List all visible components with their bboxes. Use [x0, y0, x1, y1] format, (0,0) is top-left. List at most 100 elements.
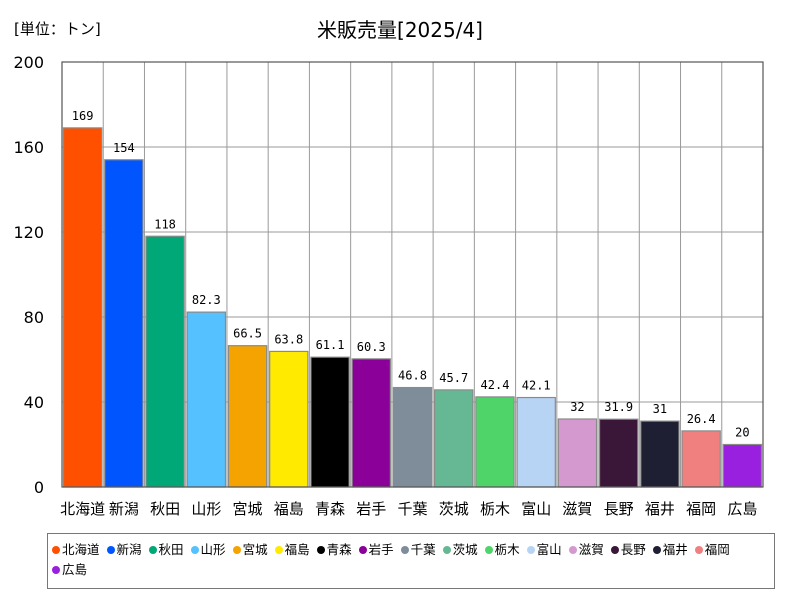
y-tick-label: 160: [13, 138, 44, 157]
legend-label: 北海道: [62, 542, 100, 557]
legend-label: 長野: [620, 542, 646, 557]
bar-value-label: 61.1: [316, 338, 345, 352]
legend-swatch: [274, 546, 283, 554]
legend-item: 青森: [316, 540, 352, 560]
legend-swatch: [316, 546, 325, 554]
x-tick-label: 広島: [727, 500, 757, 518]
bar-10: [475, 396, 515, 488]
bar-0: [62, 127, 103, 488]
bar-14: [640, 420, 680, 488]
legend: 北海道 新潟 秋田 山形 宮城 福島 青森 岩手 千葉 茨城 栃木 富山 滋賀 長野 福井 福岡広島: [47, 533, 775, 589]
legend-label: 富山: [536, 542, 562, 557]
legend-item: 茨城: [442, 540, 478, 560]
legend-swatch: [358, 546, 367, 554]
x-tick-label: 福井: [645, 500, 675, 518]
x-tick-label: 岩手: [356, 500, 386, 518]
x-tick-label: 茨城: [439, 500, 469, 518]
legend-label: 広島: [62, 562, 88, 577]
x-tick-label: 富山: [521, 500, 551, 518]
legend-label: 新潟: [116, 542, 142, 557]
x-tick-label: 滋賀: [562, 500, 592, 518]
bar-16: [722, 443, 763, 488]
bar-5: [269, 350, 309, 488]
legend-swatch: [148, 546, 157, 554]
x-tick-label: 福岡: [686, 500, 716, 518]
bar-value-label: 63.8: [274, 332, 303, 346]
unit-label: [単位：トン]: [14, 20, 101, 38]
legend-item: 富山: [526, 540, 562, 560]
x-tick-label: 新潟: [109, 500, 139, 518]
legend-item: 長野: [610, 540, 646, 560]
bar-value-label: 42.1: [522, 379, 551, 393]
legend-swatch: [442, 546, 451, 554]
legend-swatch: [652, 546, 661, 554]
x-tick-label: 長野: [604, 500, 634, 518]
y-tick-label: 120: [13, 223, 44, 242]
legend-item: 千葉: [400, 540, 436, 560]
bar-8: [392, 386, 433, 488]
bar-value-label: 32: [570, 400, 584, 414]
bar-value-label: 46.8: [398, 369, 427, 383]
legend-swatch: [610, 546, 619, 554]
legend-label: 千葉: [410, 542, 436, 557]
chart-title: 米販売量[2025/4]: [317, 18, 483, 42]
legend-swatch: [52, 566, 60, 574]
legend-label: 岩手: [368, 542, 394, 557]
bar-13: [598, 418, 639, 488]
bar-value-label: 31.9: [604, 400, 633, 414]
bar-chart: 169 154 118 82.3 66.5 63.8 61.1 60.3 46.8 45.7 42.…: [13, 53, 764, 518]
x-tick-label: 福島: [274, 500, 304, 518]
legend-swatch: [400, 546, 409, 554]
legend-label: 福岡: [704, 542, 730, 557]
bar-11: [516, 396, 556, 488]
bar-value-label: 60.3: [357, 340, 386, 354]
legend-item: 栃木: [484, 540, 520, 560]
bar-4: [227, 345, 268, 488]
bar-value-label: 66.5: [233, 327, 262, 341]
legend-label: 秋田: [158, 542, 184, 557]
legend-item: 宮城: [232, 540, 268, 560]
x-tick-label: 青森: [315, 500, 345, 518]
legend-label: 茨城: [452, 542, 478, 557]
legend-item: 福岡: [694, 540, 730, 560]
bar-value-label: 42.4: [481, 378, 510, 392]
x-tick-label: 秋田: [150, 500, 180, 518]
legend-item: 福島: [274, 540, 310, 560]
y-tick-label: 80: [24, 308, 44, 327]
bar-9: [434, 389, 474, 488]
legend-swatch: [52, 546, 60, 554]
bar-value-label: 26.4: [687, 412, 716, 426]
plot-frame: [61, 61, 764, 488]
legend-item: 福井: [652, 540, 688, 560]
bar-value-label: 31: [653, 402, 667, 416]
legend-item: 広島: [52, 560, 87, 580]
legend-item: 岩手: [358, 540, 394, 560]
bar-value-label: 20: [735, 426, 749, 440]
legend-label: 福島: [284, 542, 310, 557]
legend-swatch: [568, 546, 577, 554]
bar-1: [104, 159, 144, 488]
legend-swatch: [232, 546, 241, 554]
x-tick-label: 宮城: [233, 500, 263, 518]
legend-item: 山形: [190, 540, 226, 560]
legend-label: 山形: [200, 542, 226, 557]
legend-swatch: [484, 546, 493, 554]
bar-15: [681, 430, 721, 488]
legend-item: 北海道: [52, 540, 100, 560]
legend-swatch: [526, 546, 535, 554]
x-tick-label: 山形: [191, 500, 221, 518]
bar-7: [351, 358, 391, 488]
bar-value-label: 169: [72, 109, 94, 123]
legend-label: 宮城: [242, 542, 268, 557]
bar-value-label: 118: [154, 217, 176, 231]
y-tick-label: 0: [34, 478, 44, 497]
legend-label: 青森: [326, 542, 352, 557]
legend-label: 福井: [662, 542, 688, 557]
legend-item: 秋田: [148, 540, 184, 560]
x-tick-label: 千葉: [397, 500, 427, 518]
legend-item: 滋賀: [568, 540, 604, 560]
bar-3: [186, 311, 227, 488]
legend-swatch: [190, 546, 199, 554]
bar-2: [145, 235, 185, 488]
y-tick-label: 200: [13, 53, 44, 72]
